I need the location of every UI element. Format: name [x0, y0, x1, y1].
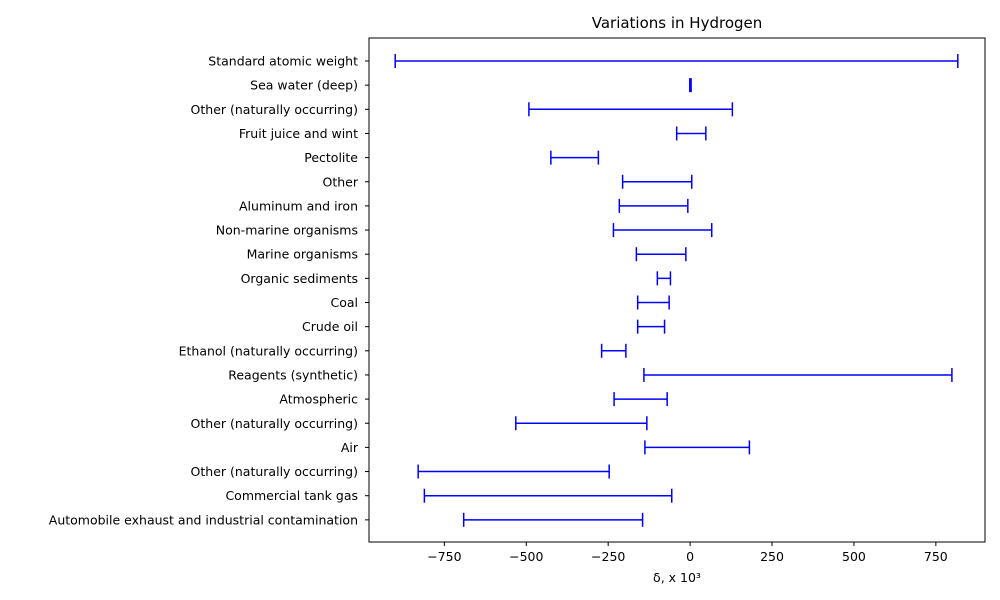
- y-tick-label: Crude oil: [302, 319, 358, 334]
- range-bar: [417, 464, 610, 479]
- y-tick-label: Other (naturally occurring): [191, 464, 358, 479]
- range-bar: [636, 319, 666, 334]
- range-bar: [613, 392, 668, 407]
- range-bar: [621, 174, 693, 189]
- range-bar: [462, 512, 644, 527]
- y-tick-label: Commercial tank gas: [225, 488, 358, 503]
- y-tick-label: Reagents (synthetic): [228, 367, 358, 382]
- y-tick-label: Automobile exhaust and industrial contam…: [49, 512, 358, 527]
- y-tick-label: Organic sediments: [241, 271, 358, 286]
- range-bar: [656, 271, 672, 286]
- y-tick-label: Pectolite: [304, 150, 358, 165]
- range-bar: [675, 126, 707, 141]
- range-bar: [636, 295, 670, 310]
- y-tick-label: Ethanol (naturally occurring): [179, 343, 358, 358]
- y-tick-label: Fruit juice and wint: [239, 126, 358, 141]
- y-tick-label: Non-marine organisms: [216, 223, 358, 238]
- range-bars: [394, 54, 959, 527]
- y-tick-label: Other: [323, 174, 359, 189]
- range-bar: [528, 102, 734, 117]
- y-tick-label: Sea water (deep): [250, 78, 358, 93]
- range-bar: [515, 416, 648, 431]
- y-tick-label: Other (naturally occurring): [191, 102, 358, 117]
- range-bar: [689, 78, 692, 93]
- y-tick-label: Standard atomic weight: [208, 54, 358, 69]
- x-tick-label: 500: [842, 549, 866, 564]
- chart-title: Variations in Hydrogen: [592, 14, 763, 32]
- range-bar: [618, 198, 689, 213]
- y-tick-label: Aluminum and iron: [239, 198, 358, 213]
- plot-frame: [368, 37, 986, 543]
- x-axis-ticks: −750 −500 −250 0 250 500 750: [427, 542, 948, 564]
- y-tick-label: Other (naturally occurring): [191, 416, 358, 431]
- y-axis-labels: Standard atomic weight Sea water (deep) Ot…: [49, 54, 369, 527]
- range-bar: [600, 343, 627, 358]
- y-tick-label: Atmospheric: [279, 392, 358, 407]
- y-tick-label: Air: [341, 440, 359, 455]
- x-tick-label: −250: [591, 549, 625, 564]
- y-tick-label: Coal: [330, 295, 358, 310]
- range-bar: [635, 247, 687, 262]
- range-bar: [550, 150, 600, 165]
- y-tick-label: Marine organisms: [247, 247, 358, 262]
- range-bar: [394, 54, 959, 68]
- range-bar: [612, 223, 713, 238]
- range-bar: [423, 488, 673, 503]
- range-bar: [644, 440, 751, 455]
- x-axis-label: δ, x 10³: [653, 570, 701, 585]
- x-tick-label: −750: [427, 549, 461, 564]
- range-bar: [643, 367, 953, 382]
- x-tick-label: −500: [509, 549, 543, 564]
- x-tick-label: 750: [924, 549, 948, 564]
- x-tick-label: 250: [760, 549, 784, 564]
- x-tick-label: 0: [686, 549, 694, 564]
